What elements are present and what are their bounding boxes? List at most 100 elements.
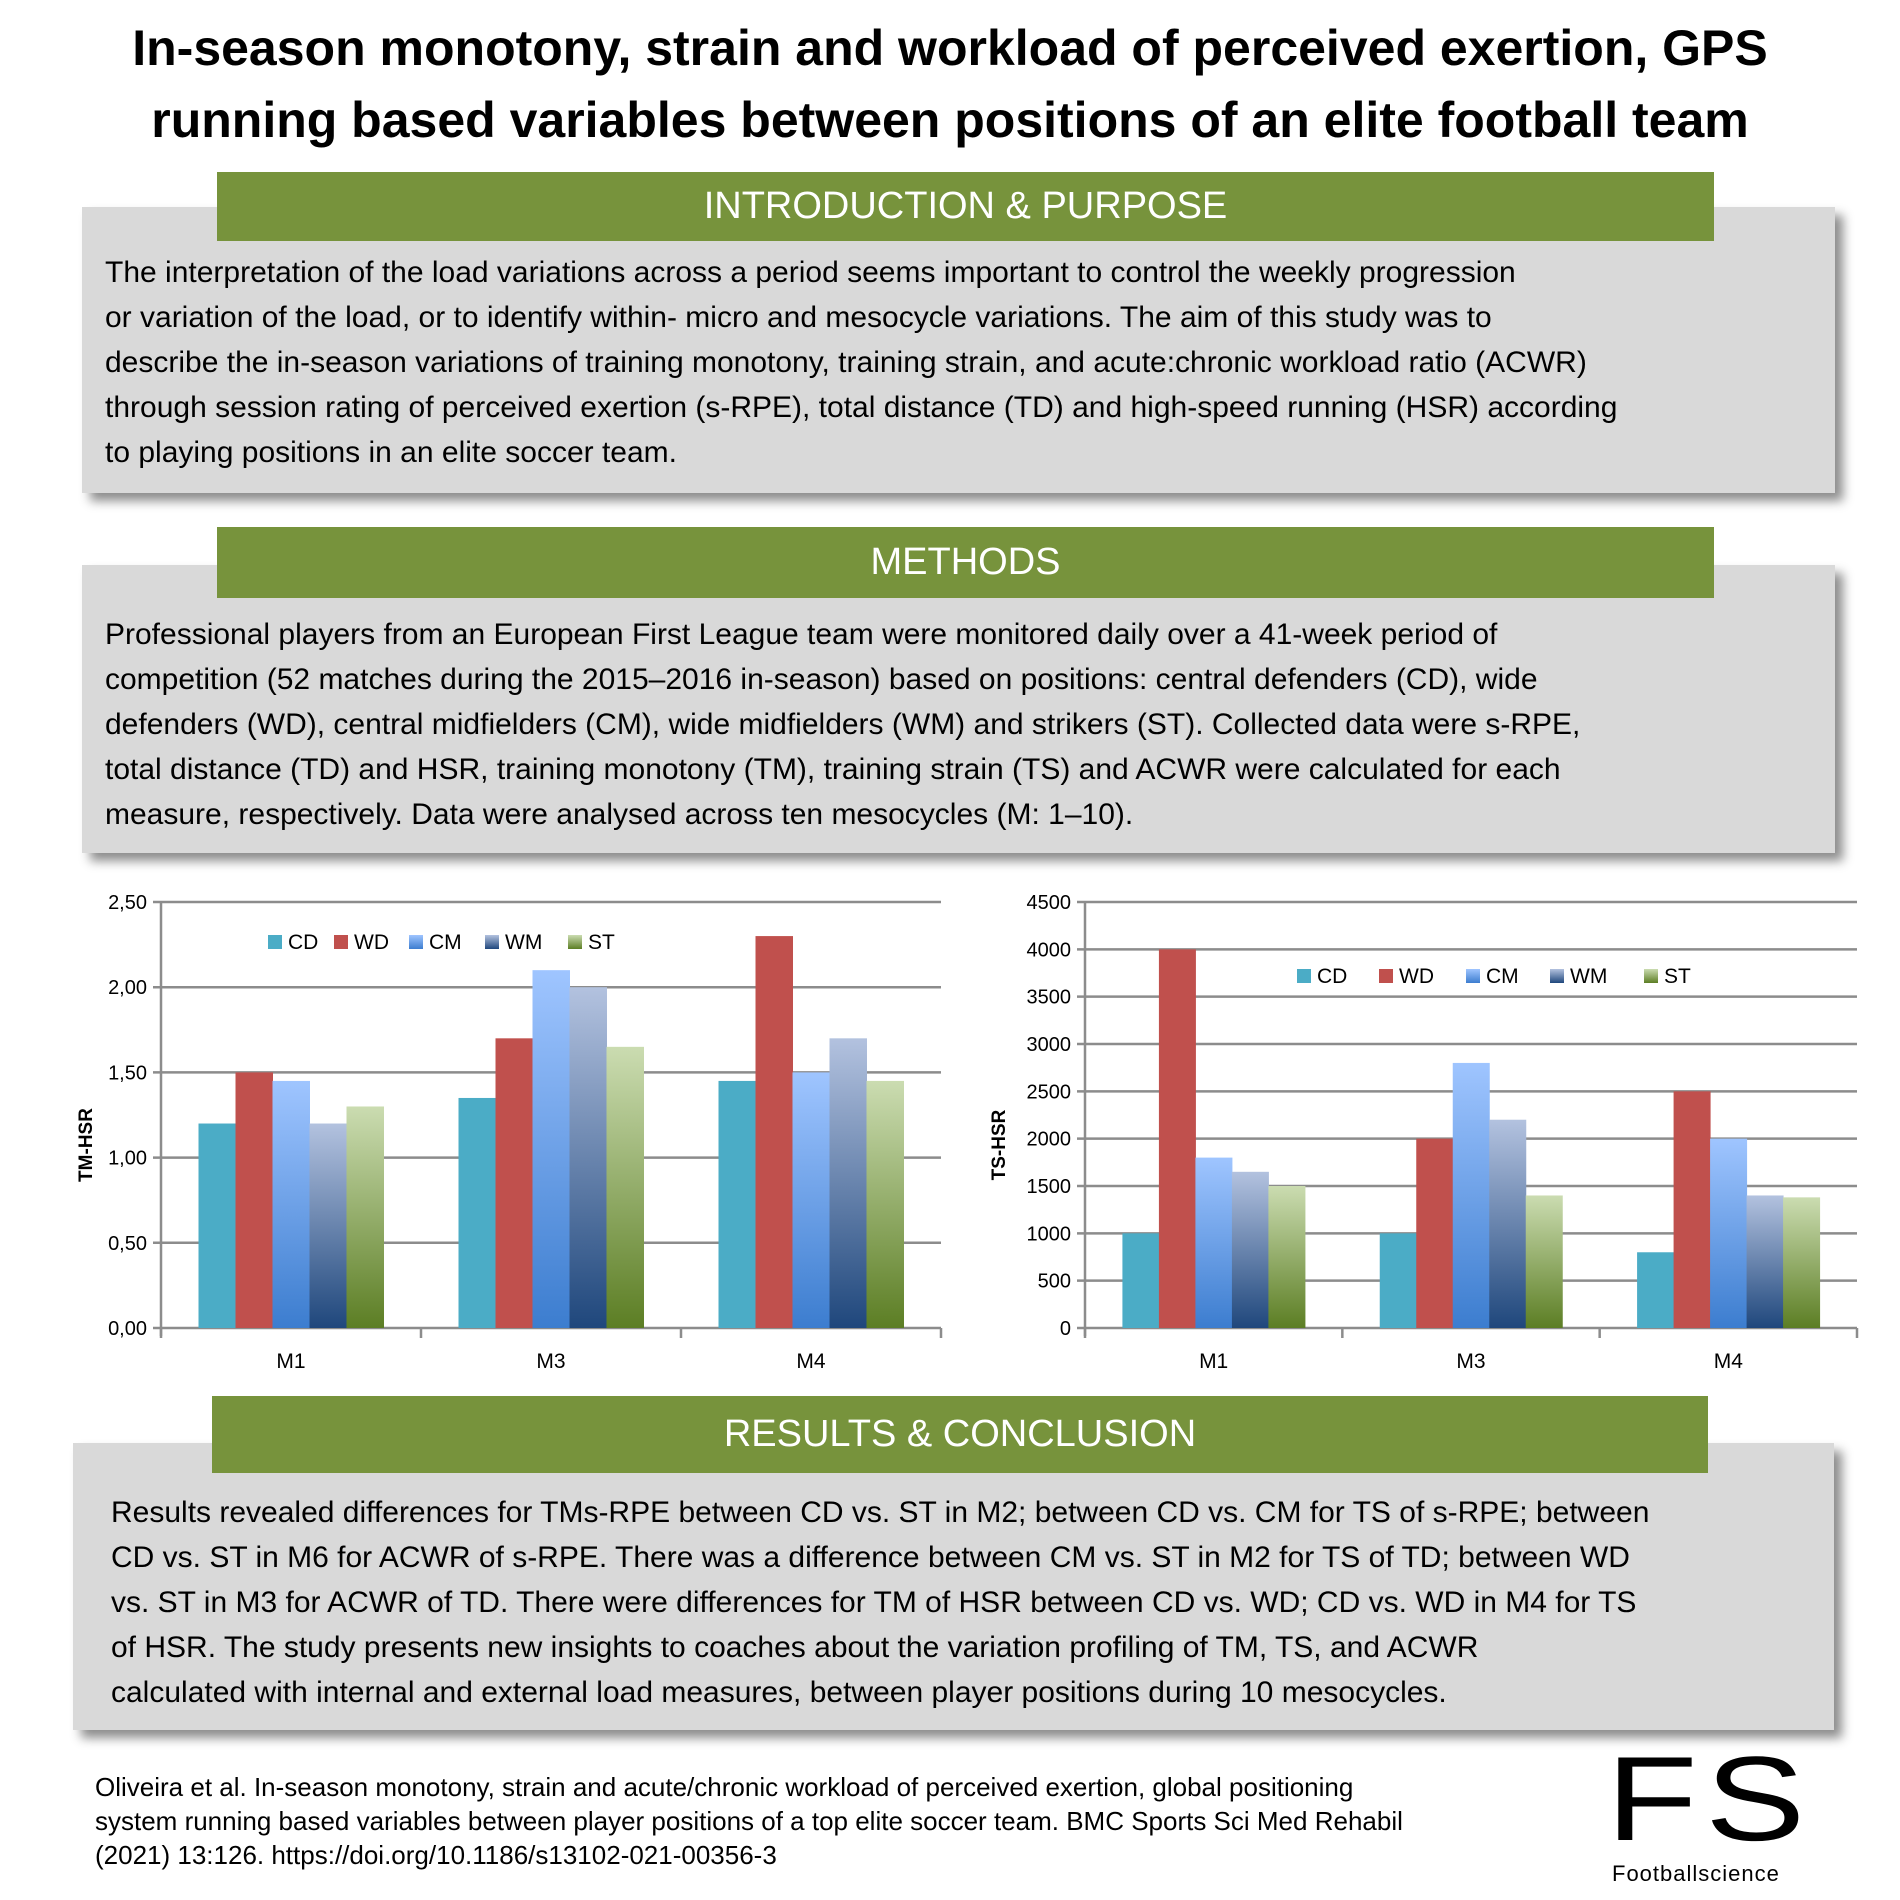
bar-wd-m1	[1158, 949, 1196, 1328]
y-tick-label: 0,50	[108, 1233, 147, 1255]
legend-label-cd: CD	[1317, 965, 1347, 988]
citation-line: system running based variables between p…	[95, 1806, 1403, 1836]
y-axis-label: TM-HSR	[76, 1108, 97, 1182]
bar-wd-m3	[1416, 1138, 1454, 1328]
bar-cd-m4	[1637, 1252, 1675, 1328]
x-tick-label: M1	[1199, 1350, 1228, 1373]
bar-cd-m4	[718, 1080, 756, 1328]
legend-swatch-wm	[1550, 969, 1564, 983]
logo-name: Footballscience	[1612, 1861, 1780, 1886]
text-line: competition (52 matches during the 2015–…	[105, 663, 1538, 696]
text-line: of HSR. The study presents new insights …	[111, 1631, 1479, 1664]
x-tick-label: M3	[1456, 1350, 1485, 1373]
bar-st-m1	[1268, 1186, 1306, 1328]
results-text: Results revealed differences for TMs-RPE…	[111, 1490, 1649, 1715]
bar-wd-m4	[1673, 1091, 1711, 1328]
y-tick-label: 2,00	[108, 977, 147, 999]
y-tick-label: 1500	[1027, 1176, 1072, 1198]
methods-heading: METHODS	[217, 527, 1714, 598]
legend-label-cm: CM	[429, 931, 462, 954]
y-tick-label: 1,50	[108, 1062, 147, 1084]
bar-cm-m1	[1195, 1157, 1233, 1328]
text-line: to playing positions in an elite soccer …	[105, 436, 677, 469]
text-line: measure, respectively. Data were analyse…	[105, 798, 1134, 831]
introduction-text: The interpretation of the load variation…	[105, 250, 1617, 475]
text-line: CD vs. ST in M6 for ACWR of s-RPE. There…	[111, 1541, 1630, 1574]
citation-line: Oliveira et al. In-season monotony, stra…	[95, 1772, 1354, 1802]
x-tick-label: M3	[536, 1350, 565, 1373]
bar-cm-m3	[532, 970, 570, 1328]
bar-wm-m4	[1746, 1195, 1784, 1328]
legend-swatch-wd	[334, 935, 348, 949]
bar-cm-m4	[792, 1072, 830, 1328]
y-tick-label: 3000	[1027, 1034, 1072, 1056]
introduction-heading: INTRODUCTION & PURPOSE	[217, 172, 1714, 241]
bar-wm-m4	[829, 1038, 867, 1328]
y-tick-label: 2000	[1027, 1129, 1072, 1151]
x-tick-label: M4	[1714, 1350, 1743, 1373]
legend-swatch-cd	[268, 935, 282, 949]
legend-label-wd: WD	[354, 931, 389, 954]
results-box	[73, 1443, 1834, 1730]
bar-st-m4	[866, 1080, 904, 1328]
bar-cm-m3	[1452, 1062, 1490, 1328]
introduction-box	[82, 207, 1835, 493]
bar-wd-m3	[495, 1038, 533, 1328]
legend-swatch-cm	[1466, 969, 1480, 983]
x-tick-label: M1	[276, 1350, 305, 1373]
bar-wm-m3	[1489, 1119, 1527, 1328]
legend-swatch-wd	[1379, 969, 1393, 983]
bar-st-m4	[1783, 1197, 1821, 1328]
y-tick-label: 0	[1060, 1318, 1071, 1340]
text-line: through session rating of perceived exer…	[105, 391, 1618, 424]
legend-label-wd: WD	[1399, 965, 1434, 988]
legend-label-wm: WM	[505, 931, 542, 954]
logo-letters: FS	[1606, 1732, 1813, 1866]
title-line-1: In-season monotony, strain and workload …	[132, 20, 1768, 76]
x-tick-label: M4	[796, 1350, 825, 1373]
legend-label-st: ST	[588, 931, 615, 954]
bar-st-m3	[1525, 1195, 1563, 1328]
bar-cd-m3	[1379, 1233, 1417, 1328]
bar-cm-m1	[272, 1080, 310, 1328]
bar-wm-m1	[1231, 1171, 1269, 1328]
legend-swatch-cm	[409, 935, 423, 949]
y-tick-label: 1,00	[108, 1148, 147, 1170]
text-line: or variation of the load, or to identify…	[105, 301, 1492, 334]
methods-text: Professional players from an European Fi…	[105, 612, 1580, 837]
footballscience-logo: FS Footballscience	[1600, 1732, 1840, 1895]
legend-label-cm: CM	[1486, 965, 1519, 988]
text-line: Professional players from an European Fi…	[105, 618, 1498, 651]
y-tick-label: 500	[1038, 1271, 1071, 1293]
legend-swatch-wm	[485, 935, 499, 949]
citation: Oliveira et al. In-season monotony, stra…	[95, 1770, 1403, 1872]
y-tick-label: 4000	[1027, 939, 1072, 961]
legend-swatch-st	[568, 935, 582, 949]
legend-swatch-cd	[1297, 969, 1311, 983]
bar-cm-m4	[1710, 1138, 1748, 1328]
title-line-2: running based variables between position…	[151, 92, 1749, 148]
legend-label-wm: WM	[1570, 965, 1607, 988]
y-tick-label: 4500	[1027, 892, 1072, 914]
bar-st-m1	[346, 1106, 384, 1328]
y-axis-label: TS-HSR	[989, 1109, 1010, 1180]
text-line: describe the in-season variations of tra…	[105, 346, 1587, 379]
text-line: calculated with internal and external lo…	[111, 1676, 1447, 1709]
bar-cd-m1	[198, 1123, 236, 1328]
results-heading: RESULTS & CONCLUSION	[212, 1396, 1708, 1473]
methods-box	[82, 565, 1835, 853]
legend-swatch-st	[1644, 969, 1658, 983]
text-line: defenders (WD), central midfielders (CM)…	[105, 708, 1581, 741]
y-tick-label: 1000	[1027, 1223, 1072, 1245]
bar-cd-m1	[1122, 1233, 1160, 1328]
legend-label-st: ST	[1664, 965, 1691, 988]
bar-wm-m3	[569, 987, 607, 1328]
text-line: Results revealed differences for TMs-RPE…	[111, 1496, 1650, 1529]
bar-wd-m1	[235, 1072, 273, 1328]
bar-wd-m4	[755, 936, 793, 1328]
bar-st-m3	[606, 1046, 644, 1328]
text-line: The interpretation of the load variation…	[105, 256, 1516, 289]
y-tick-label: 3500	[1027, 987, 1072, 1009]
text-line: vs. ST in M3 for ACWR of TD. There were …	[111, 1586, 1637, 1619]
citation-line: (2021) 13:126. https://doi.org/10.1186/s…	[95, 1840, 777, 1870]
